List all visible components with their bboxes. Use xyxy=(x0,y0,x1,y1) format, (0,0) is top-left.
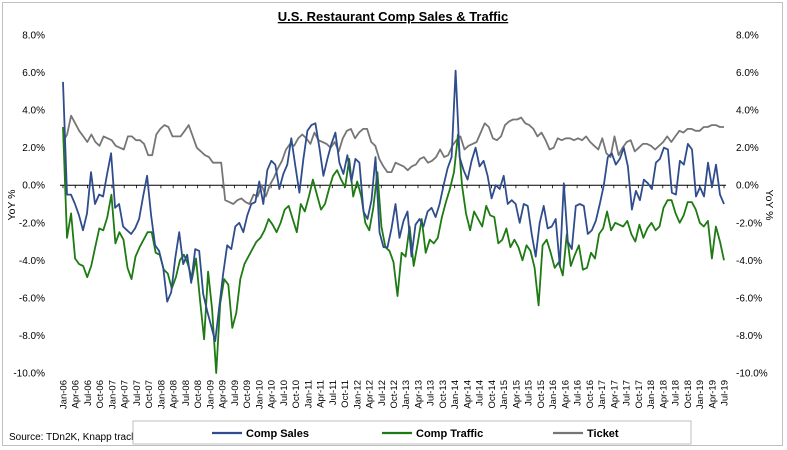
y-tick-label-right: -2.0% xyxy=(736,218,762,229)
x-tick-label: Jul-15 xyxy=(524,380,535,406)
x-tick-label: Jul-13 xyxy=(426,380,437,406)
x-tick-label: Jul-12 xyxy=(377,380,388,406)
x-tick-label: Jul-16 xyxy=(573,380,584,406)
series-line-ticket xyxy=(62,114,724,205)
legend: Comp Sales Comp Traffic Ticket xyxy=(212,428,619,440)
x-tick-label: Jan-17 xyxy=(597,380,608,409)
y-tick-label-right: -4.0% xyxy=(736,256,762,267)
x-tick-label: Oct-08 xyxy=(193,380,204,409)
x-tick-label: Jan-10 xyxy=(254,380,265,409)
series-lines xyxy=(62,69,725,374)
left-y-ticks: 8.0% 6.0% 4.0% 2.0% 0.0% -2.0% -4.0% -6.0% -8.0%… xyxy=(13,31,45,380)
x-tick-label: Apr-10 xyxy=(267,380,278,409)
x-tick-label: Oct-09 xyxy=(242,380,253,409)
y-tick-label-left: -4.0% xyxy=(19,256,45,267)
x-tick-label: Jan-14 xyxy=(450,380,461,409)
x-tick-label: Jan-06 xyxy=(59,380,70,409)
x-tick-label: Jul-11 xyxy=(328,380,339,405)
x-tick-label: Apr-09 xyxy=(218,380,229,409)
source-note: Source: TDn2K, Knapp track xyxy=(9,432,137,443)
x-tick-label: Jan-12 xyxy=(352,380,363,409)
x-tick-label: Jul-08 xyxy=(181,380,192,406)
y-tick-label-right: -6.0% xyxy=(736,293,762,304)
y-tick-label-left: -8.0% xyxy=(19,331,45,342)
x-tick-label: Apr-19 xyxy=(707,380,718,409)
x-tick-label: Apr-12 xyxy=(365,380,376,409)
x-tick-label: Apr-13 xyxy=(413,380,424,409)
series-line-comp-sales xyxy=(62,69,725,343)
chart-title: U.S. Restaurant Comp Sales & Traffic xyxy=(278,9,508,24)
y-tick-label-right: 4.0% xyxy=(736,106,759,117)
y-tick-label-right: 8.0% xyxy=(736,31,759,42)
x-tick-label: Jan-15 xyxy=(499,380,510,409)
x-tick-label: Jan-07 xyxy=(107,380,118,409)
y-tick-label-left: -2.0% xyxy=(19,218,45,229)
x-tick-label: Oct-15 xyxy=(536,380,547,409)
x-tick-label: Oct-13 xyxy=(438,380,449,409)
x-tick-label: Oct-18 xyxy=(683,380,694,409)
y-tick-label-right: 6.0% xyxy=(736,68,759,79)
y-tick-label-left: 6.0% xyxy=(22,68,45,79)
y-tick-label-right: -10.0% xyxy=(736,369,768,380)
y-tick-label-left: 0.0% xyxy=(22,181,45,192)
x-tick-label: Oct-07 xyxy=(144,380,155,409)
x-tick-label: Apr-11 xyxy=(316,380,327,408)
y-tick-label-left: 8.0% xyxy=(22,31,45,42)
x-tick-label: Jul-07 xyxy=(132,380,143,406)
y-axis-label-left: YoY % xyxy=(6,190,18,221)
x-tick-label: Jul-06 xyxy=(83,380,94,406)
x-tick-label: Oct-12 xyxy=(389,380,400,409)
y-axis-label-right: YoY % xyxy=(763,190,775,221)
x-tick-label: Apr-14 xyxy=(462,380,473,409)
series-line-comp-traffic xyxy=(62,126,725,374)
x-tick-label: Apr-17 xyxy=(609,380,620,409)
x-tick-label: Apr-15 xyxy=(511,380,522,409)
x-tick-label: Jul-10 xyxy=(279,380,290,406)
x-tick-label: Oct-10 xyxy=(291,380,302,409)
y-tick-label-right: 2.0% xyxy=(736,143,759,154)
x-tick-label: Jan-09 xyxy=(205,380,216,409)
x-tick-label: Apr-18 xyxy=(658,380,669,409)
x-tick-label: Jul-09 xyxy=(230,380,241,406)
x-tick-label: Jul-19 xyxy=(720,380,731,406)
x-tick-label: Oct-17 xyxy=(634,380,645,409)
x-tick-label: Oct-16 xyxy=(585,380,596,409)
y-tick-label-left: -6.0% xyxy=(19,293,45,304)
x-tick-label: Oct-14 xyxy=(487,380,498,409)
x-tick-label: Jan-11 xyxy=(303,380,314,408)
legend-label-ticket: Ticket xyxy=(587,428,619,440)
x-tick-label: Apr-16 xyxy=(560,380,571,409)
x-tick-label: Apr-08 xyxy=(169,380,180,409)
right-y-ticks: 8.0% 6.0% 4.0% 2.0% 0.0% -2.0% -4.0% -6.0% -8.0%… xyxy=(736,31,768,380)
x-tick-label: Apr-07 xyxy=(120,380,131,409)
x-tick-label: Apr-06 xyxy=(71,380,82,409)
x-tick-label: Jul-18 xyxy=(671,380,682,406)
legend-label-comp-traffic: Comp Traffic xyxy=(416,428,483,440)
x-tick-label: Jan-19 xyxy=(695,380,706,409)
x-tick-label: Jan-18 xyxy=(646,380,657,409)
x-tick-label: Oct-11 xyxy=(340,380,351,408)
y-tick-label-right: 0.0% xyxy=(736,181,759,192)
x-tick-label: Oct-06 xyxy=(95,380,106,409)
x-axis-ticks: Jan-06 Apr-06 Jul-06 Oct-06 Jan-07 Apr-07 Jul-… xyxy=(59,185,731,409)
y-tick-label-left: 2.0% xyxy=(22,143,45,154)
y-tick-label-right: -8.0% xyxy=(736,331,762,342)
x-tick-label: Jul-14 xyxy=(475,380,486,406)
x-tick-label: Jan-08 xyxy=(156,380,167,409)
y-tick-label-left: 4.0% xyxy=(22,106,45,117)
x-tick-label: Jul-17 xyxy=(622,380,633,406)
legend-label-comp-sales: Comp Sales xyxy=(246,428,309,440)
x-tick-label: Jan-16 xyxy=(548,380,559,409)
x-tick-label: Jan-13 xyxy=(401,380,412,409)
y-tick-label-left: -10.0% xyxy=(13,369,45,380)
